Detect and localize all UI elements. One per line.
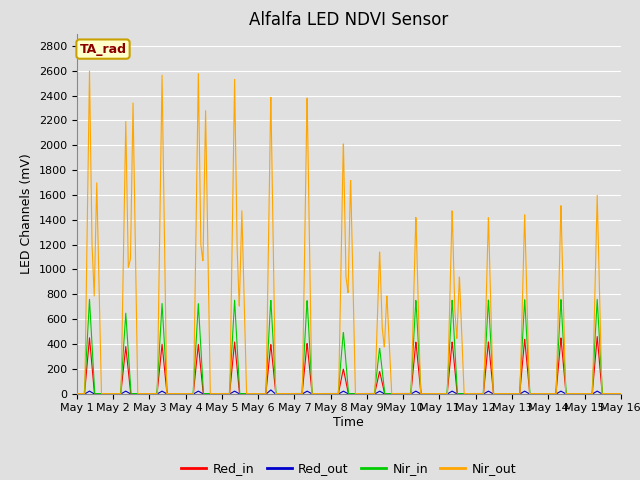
Nir_out: [135, 391, 143, 396]
Nir_in: [168, 391, 175, 396]
Red_in: [617, 391, 625, 396]
Nir_out: [168, 391, 175, 396]
Red_out: [73, 391, 81, 396]
Line: Red_out: Red_out: [77, 390, 621, 394]
Red_in: [607, 391, 614, 396]
Nir_in: [86, 297, 93, 302]
Nir_out: [282, 391, 289, 396]
Red_in: [305, 359, 313, 365]
Title: Alfalfa LED NDVI Sensor: Alfalfa LED NDVI Sensor: [249, 11, 449, 29]
Nir_out: [548, 391, 556, 396]
Red_in: [167, 391, 175, 396]
Red_in: [73, 391, 81, 396]
Red_out: [548, 391, 556, 396]
Red_out: [267, 387, 275, 393]
Red_out: [167, 391, 175, 396]
Red_out: [607, 391, 614, 396]
Line: Red_in: Red_in: [77, 336, 621, 394]
Nir_out: [305, 222, 313, 228]
Line: Nir_in: Nir_in: [77, 300, 621, 394]
Red_in: [135, 391, 143, 396]
Red_out: [282, 391, 289, 396]
Nir_in: [135, 391, 143, 396]
Nir_in: [282, 391, 289, 396]
Legend: Red_in, Red_out, Nir_in, Nir_out: Red_in, Red_out, Nir_in, Nir_out: [176, 457, 522, 480]
Y-axis label: LED Channels (mV): LED Channels (mV): [20, 153, 33, 274]
Red_in: [282, 391, 289, 396]
Nir_in: [617, 391, 625, 396]
Red_in: [593, 334, 601, 339]
Line: Nir_out: Nir_out: [77, 71, 621, 394]
Nir_in: [548, 391, 556, 396]
Red_in: [548, 391, 556, 396]
Nir_out: [73, 391, 81, 396]
Nir_in: [305, 334, 313, 340]
Nir_out: [607, 391, 614, 396]
Red_out: [135, 391, 143, 396]
Nir_in: [73, 391, 81, 396]
Nir_out: [617, 391, 625, 396]
Red_out: [617, 391, 625, 396]
X-axis label: Time: Time: [333, 416, 364, 429]
Nir_in: [607, 391, 614, 396]
Nir_out: [86, 68, 93, 74]
Text: TA_rad: TA_rad: [79, 43, 127, 56]
Red_out: [305, 389, 313, 395]
